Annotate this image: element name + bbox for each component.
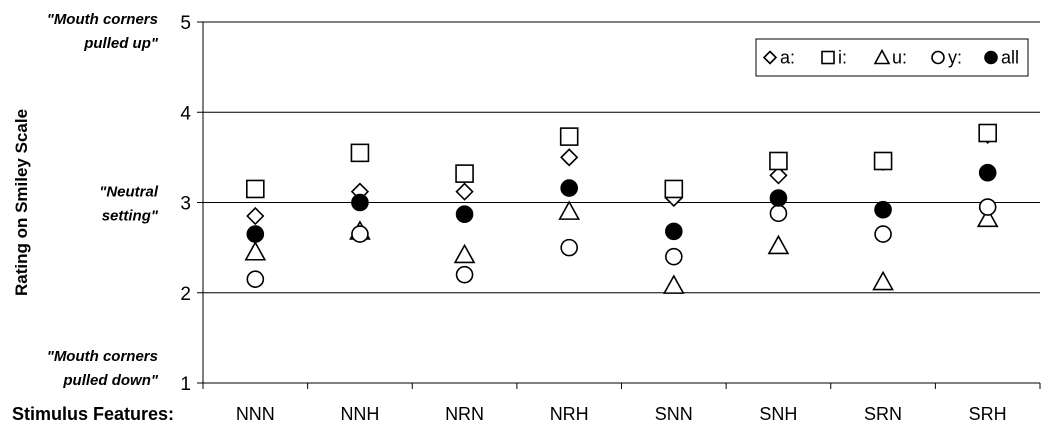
point-circle: [769, 204, 788, 223]
category-label: SRH: [969, 404, 1007, 424]
point-circle: [246, 270, 265, 289]
legend-label: y:: [948, 48, 962, 68]
point-circle: [351, 225, 369, 243]
point-diamond: [560, 148, 579, 167]
y-tick-label: 1: [180, 374, 191, 395]
point-filled-circle: [455, 205, 474, 224]
text-layer: 1 2 3 4 5 NNN NNH NRN NRH SNN SNH SRN SRH Stimulus Fe…: [12, 11, 1007, 424]
annotation-text: "Mouth corners: [47, 11, 158, 28]
point-circle: [665, 247, 683, 266]
legend-marker-square: [821, 50, 835, 65]
category-label: NNH: [340, 404, 379, 424]
point-square: [246, 179, 265, 199]
point-filled-circle: [769, 189, 788, 207]
point-triangle: [244, 240, 267, 261]
point-square: [455, 164, 474, 183]
point-square: [559, 127, 579, 146]
legend-label: a:: [780, 48, 795, 68]
series-circle: [246, 198, 997, 289]
y-tick-label: 3: [180, 194, 191, 215]
legend-layer: a: i: u: y: all: [755, 38, 1029, 77]
point-circle: [978, 198, 997, 216]
point-triangle: [872, 270, 894, 291]
point-filled-circle: [351, 193, 369, 212]
legend-marker-diamond: [762, 50, 778, 65]
point-filled-circle: [978, 163, 997, 182]
category-label: SNH: [759, 404, 797, 424]
legend-marker-circle: [931, 50, 945, 65]
point-filled-circle: [665, 222, 683, 241]
point-filled-circle: [874, 200, 892, 219]
point-circle: [560, 238, 578, 257]
point-triangle: [558, 200, 581, 220]
point-filled-circle: [560, 179, 578, 197]
legend-marker-filled-circle: [984, 50, 998, 65]
y-axis-label: Rating on Smiley Scale: [12, 109, 31, 296]
point-diamond: [769, 166, 788, 185]
point-circle: [455, 265, 474, 284]
point-square: [350, 143, 370, 163]
x-axis-label: Stimulus Features:: [12, 404, 174, 424]
legend-marker-triangle: [873, 48, 891, 65]
annotation-text: "Mouth corners: [47, 348, 158, 365]
point-triangle: [453, 243, 476, 264]
grid-layer: [203, 21, 1040, 294]
y-tick-label: 2: [180, 284, 191, 305]
legend-box: [755, 38, 1029, 77]
category-label: SNN: [655, 404, 693, 424]
point-filled-circle: [246, 225, 265, 243]
annotation-text: "Neutral: [99, 184, 159, 201]
category-label: NRN: [445, 404, 484, 424]
legend-label: u:: [892, 48, 907, 68]
point-square: [873, 151, 893, 171]
point-diamond: [455, 182, 474, 201]
y-tick-label: 4: [180, 103, 191, 124]
series-filled-circle: [246, 163, 997, 243]
point-square: [769, 151, 788, 171]
category-label: NNN: [236, 404, 275, 424]
legend-label: i:: [838, 48, 847, 68]
legend-label: all: [1001, 48, 1019, 68]
point-triangle: [767, 234, 790, 255]
point-square: [664, 179, 684, 199]
category-label: SRN: [864, 404, 902, 424]
axis-layer: [197, 21, 1041, 389]
annotation-text: pulled down": [62, 372, 158, 389]
annotation-text: setting": [102, 208, 159, 225]
annotation-text: pulled up": [83, 35, 159, 52]
point-diamond: [246, 206, 265, 226]
point-triangle: [662, 274, 685, 294]
category-label: NRH: [550, 404, 589, 424]
point-triangle: [976, 207, 999, 228]
series-square: [246, 123, 997, 199]
y-tick-label: 5: [180, 13, 191, 34]
point-square: [978, 123, 997, 143]
marks-layer: [244, 123, 999, 294]
point-circle: [874, 225, 892, 243]
